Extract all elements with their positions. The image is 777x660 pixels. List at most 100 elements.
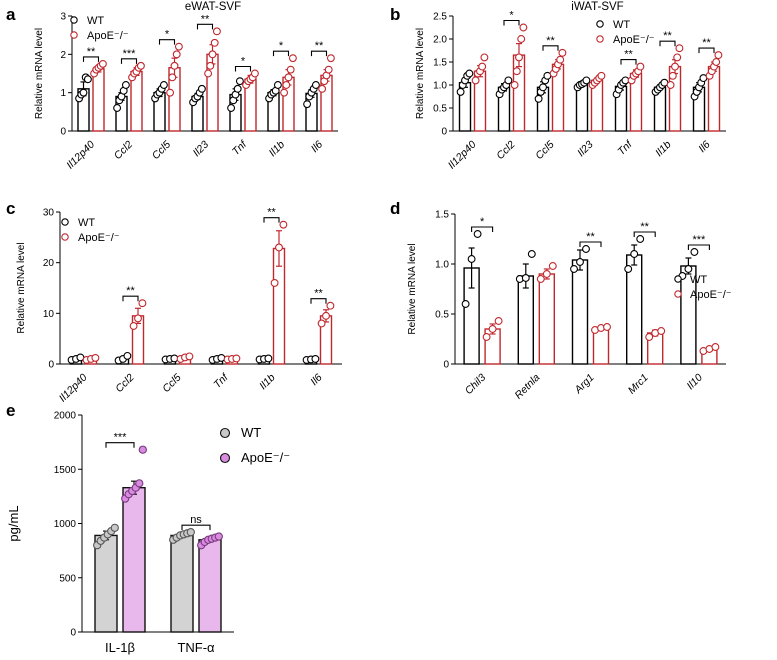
point-wt [83,75,92,84]
legend-marker [61,233,69,241]
significance-label: ** [624,49,633,61]
y-tick-label: 0 [441,127,447,138]
bar-wt [517,275,534,365]
legend-label: WT [78,217,95,229]
bar-wt [170,534,194,633]
panel-d-chart: d 0 0.5 1.0 1.5 Relative mRNA level * Chil3 Retn… [390,199,732,402]
legend-label: ApoE⁻/⁻ [78,232,120,244]
point-wt [504,76,513,85]
y-axis-label: pg/mL [6,505,21,541]
point-wt [113,104,122,112]
point-apoe [597,71,606,80]
legend-marker [70,31,78,39]
y-tick-label: 1.0 [435,260,449,271]
legend-label: WT [241,425,261,440]
significance-bracket [542,45,559,51]
significance-bracket [105,442,135,448]
point-apoe [98,59,107,68]
y-tick-label: 0.5 [435,310,449,321]
x-category-label: Il12p40 [64,139,97,172]
panel-letter: c [6,199,15,218]
point-wt [539,83,547,92]
y-tick-label: 20 [43,258,55,269]
point-apoe [712,58,721,66]
y-tick-label: 2000 [54,411,77,422]
point-apoe [136,61,145,70]
point-apoe [482,333,491,341]
point-wt [110,523,119,532]
significance-label: * [165,29,170,41]
significance-label: * [509,10,514,22]
point-wt [235,77,244,86]
point-apoe [138,299,147,308]
point-apoe [711,343,720,351]
significance-bracket [82,56,100,62]
legend-label: WT [613,19,630,31]
point-apoe [212,27,221,36]
significance-label: ** [201,13,210,25]
point-apoe [129,322,138,330]
point-apoe [206,61,215,70]
y-tick-label: 0.5 [433,104,447,115]
point-wt [576,258,584,266]
y-tick-label: 2 [60,50,66,61]
point-wt [456,87,465,96]
point-apoe [515,53,523,62]
bar-apoe [198,539,222,633]
legend-label: ApoE⁻/⁻ [690,289,732,301]
x-category-label: Mrc1 [626,372,651,397]
point-apoe [170,61,179,70]
point-apoe [204,69,213,78]
panel-letter: b [390,5,400,24]
legend-marker [674,275,682,283]
significance-bracket [122,295,139,302]
significance-label: ** [126,285,135,297]
x-category-label: Ccl5 [160,372,183,395]
bar-apoe [122,486,146,633]
point-apoe [138,445,147,454]
legend-marker [674,290,682,298]
chart-title: eWAT-SVF [185,1,241,13]
bar-wt [94,534,118,633]
point-apoe [282,81,291,89]
point-apoe [548,262,557,270]
significance-label: ** [640,221,649,233]
point-apoe [536,275,545,283]
x-category-label: Il23 [575,139,596,160]
point-apoe [275,243,283,252]
y-tick-label: 10 [43,309,55,320]
legend-marker [219,452,231,464]
point-apoe [673,53,682,62]
significance-bracket [687,244,710,250]
legend-label: ApoE⁻/⁻ [613,34,655,46]
point-apoe [519,23,528,32]
point-wt [465,69,474,78]
point-apoe [666,81,675,89]
point-wt [534,94,543,103]
y-tick-label: 3 [60,12,66,23]
significance-bracket [120,58,138,64]
significance-bracket [471,226,494,232]
panel-letter: e [6,401,15,420]
point-apoe [478,62,487,71]
point-wt [79,88,88,97]
y-tick-label: 1.0 [433,81,447,92]
y-tick-label: 1.5 [435,210,449,221]
significance-bracket [698,47,715,54]
y-axis-label: Relative mRNA level [415,28,426,119]
point-apoe [270,278,279,287]
point-wt [227,104,236,112]
point-apoe [210,38,219,47]
significance-bracket [310,298,327,304]
significance-label: * [241,56,246,68]
x-category-label: Ccl2 [113,372,136,395]
point-apoe [322,311,330,320]
significance-label: ** [586,231,595,243]
x-category-label: Tnf [211,371,231,391]
y-tick-label: 1.5 [433,58,447,69]
point-apoe [494,317,503,325]
point-wt [233,84,242,93]
x-category-label: Il12p40 [57,372,90,405]
y-axis-label: Relative mRNA level [34,28,45,119]
